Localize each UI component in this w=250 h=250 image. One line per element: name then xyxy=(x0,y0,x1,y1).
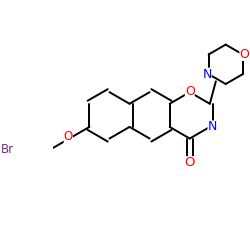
Text: O: O xyxy=(184,156,195,169)
Text: N: N xyxy=(208,120,217,134)
Text: O: O xyxy=(64,130,73,143)
Text: Br: Br xyxy=(0,143,14,156)
Text: O: O xyxy=(185,85,195,98)
Text: N: N xyxy=(202,68,212,81)
Text: O: O xyxy=(239,48,249,61)
